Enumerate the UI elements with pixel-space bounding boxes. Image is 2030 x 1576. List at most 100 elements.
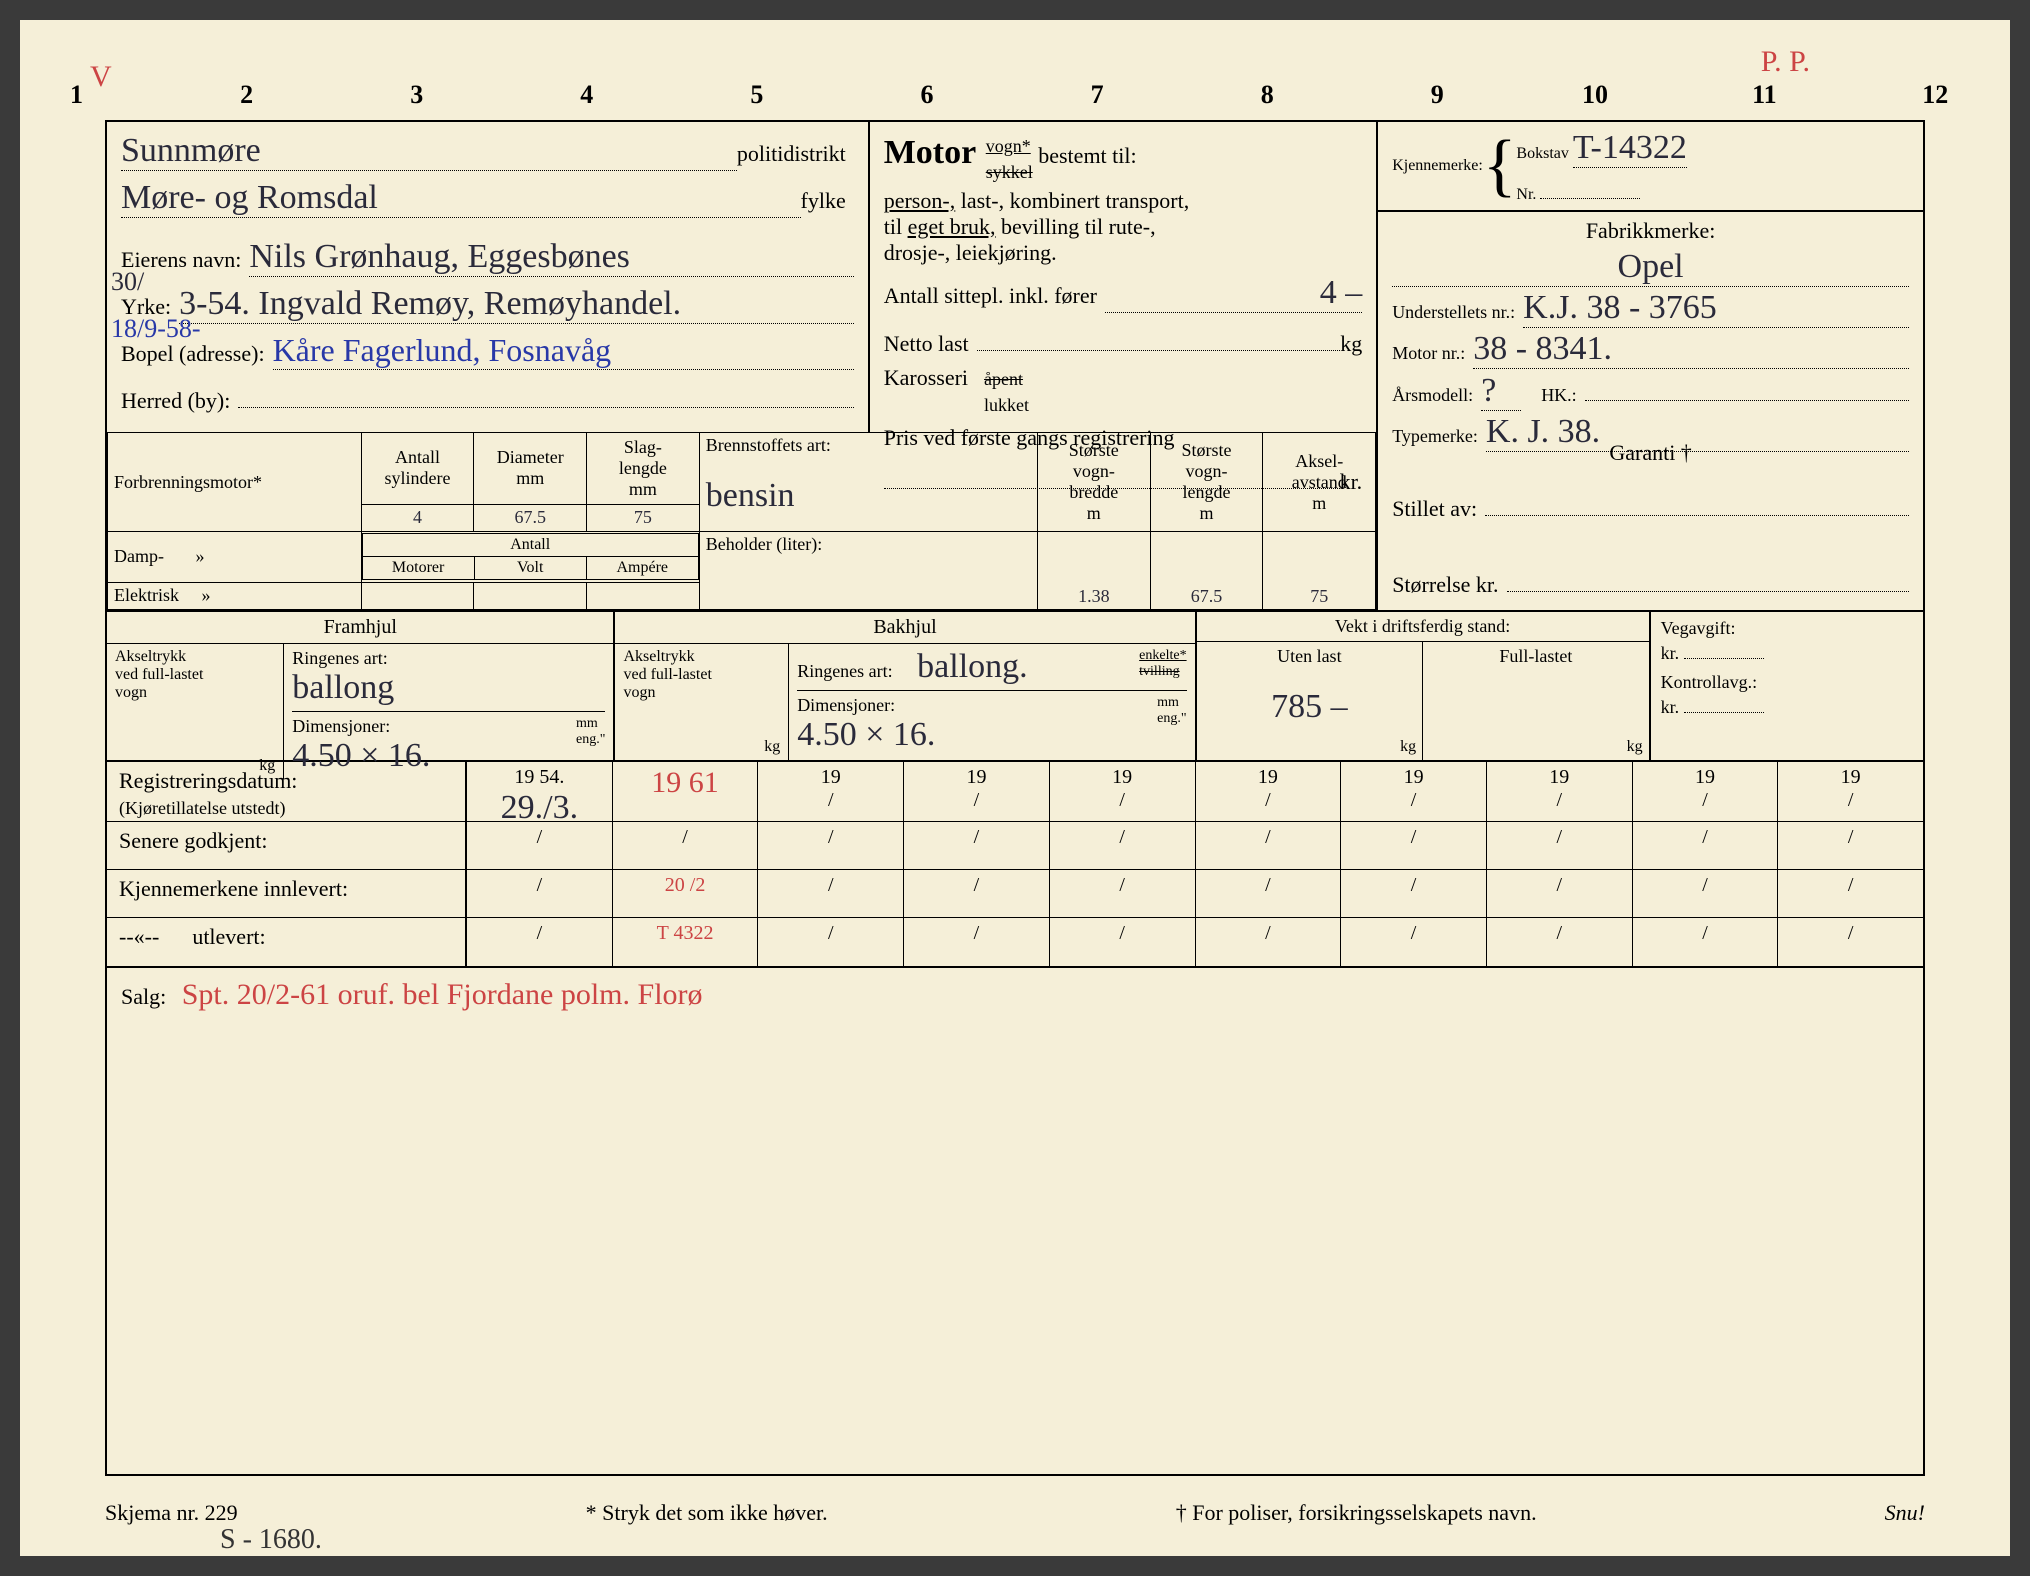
brace-icon: {: [1483, 136, 1517, 196]
netto-label: Netto last: [884, 331, 969, 357]
salg-label: Salg:: [121, 984, 166, 1009]
pp-mark: P. P.: [1761, 45, 1810, 79]
brennstoff-value: bensin: [706, 477, 795, 514]
reg-sub-label: (Kjøretillatelse utstedt): [119, 798, 285, 818]
nr-label: Nr.: [1516, 186, 1536, 203]
lengde-header: Største vogn- lengde m: [1150, 433, 1263, 532]
ringenes-bak-value: ballong.: [917, 648, 1027, 685]
bredde-header: Største vogn- bredde m: [1037, 433, 1150, 532]
bopel-prefix: 18/9-58-: [111, 314, 201, 344]
bottom-handwritten: S - 1680.: [220, 1524, 322, 1556]
bokstav-label: Bokstav: [1516, 145, 1568, 162]
motor-classification: Motor vogn* sykkel bestemt til: person-,…: [870, 122, 1378, 432]
ruler-tick: 4: [580, 80, 593, 110]
stryk-note: * Stryk det som ikke høver.: [586, 1500, 828, 1526]
garanti-block: Garanti † Stillet av: Størrelse kr.: [1378, 432, 1923, 610]
kg-bak-label: kg: [764, 738, 780, 756]
herred-value: [238, 378, 853, 408]
sylindere-value: 4: [361, 504, 474, 531]
bevilling-label: bevilling til rute-,: [996, 214, 1156, 239]
ruler-tick: 8: [1261, 80, 1274, 110]
ringenes-fram-value: ballong: [292, 669, 394, 706]
bestemt-label: bestemt til:: [1038, 143, 1136, 168]
skjema-nr: Skjema nr. 229: [105, 1500, 238, 1526]
beholder-label: Beholder (liter):: [699, 532, 1037, 610]
motorer-label: Motorer: [362, 557, 474, 580]
registration-section: Registreringsdatum: (Kjøretillatelse uts…: [107, 762, 1923, 968]
ruler: 1 2 3 4 5 6 7 8 9 10 11 12: [70, 80, 1960, 100]
ruler-tick: 11: [1752, 80, 1777, 110]
bokstav-value: T-14322: [1573, 129, 1687, 168]
eier-value: Nils Grønhaug, Eggesbønes: [249, 238, 853, 277]
diameter-value: 67.5: [474, 504, 587, 531]
framhjul-header: Framhjul: [107, 612, 613, 644]
form-card: Sunnmøre politidistrikt Møre- og Romsdal…: [105, 120, 1925, 1476]
vekt-header: Vekt i driftsferdig stand:: [1197, 612, 1649, 642]
politidistrikt-label: politidistrikt: [737, 141, 846, 167]
understell-label: Understellets nr.:: [1392, 302, 1515, 323]
kontroll-label: Kontrollavg.:: [1661, 672, 1913, 693]
volt-label: Volt: [474, 557, 586, 580]
poliser-note: † For poliser, forsikringsselskapets nav…: [1176, 1500, 1537, 1526]
diameter-header: Diameter mm: [474, 433, 587, 505]
senere-label: Senere godkjent:: [107, 822, 467, 869]
top-section: Sunnmøre politidistrikt Møre- og Romsdal…: [107, 122, 1923, 432]
brennstoff-label: Brennstoffets art:: [706, 435, 831, 455]
netto-unit: kg: [1340, 331, 1362, 357]
arsmodell-value: ?: [1481, 372, 1521, 411]
snu-note: Snu!: [1885, 1500, 1925, 1526]
bredde-value: 1.38: [1037, 532, 1150, 610]
yrke-prefix: 30/: [111, 267, 144, 297]
lengde-value: 67.5: [1150, 532, 1263, 610]
utlevert-label: utlevert:: [192, 924, 265, 949]
sylindere-header: Antall sylindere: [361, 433, 474, 505]
elektrisk-label: Elektrisk: [114, 585, 179, 605]
sittepl-value: 4 –: [1105, 274, 1362, 313]
salg-value: Spt. 20/2-61 oruf. bel Fjordane polm. Fl…: [182, 978, 703, 1011]
akseltrykk-label: Akseltrykk ved full-lastet vogn: [115, 648, 203, 701]
owner-block: Sunnmøre politidistrikt Møre- og Romsdal…: [107, 122, 870, 432]
bopel-label: Bopel (adresse):: [121, 341, 265, 367]
kjennemerke-label: Kjennemerke:: [1392, 157, 1483, 175]
fabrikk-merke: Opel: [1392, 248, 1909, 287]
yrke-value: 3-54. Ingvald Remøy, Remøyhandel.: [179, 285, 854, 324]
nr-value: [1540, 198, 1640, 199]
identification-block: Kjennemerke: { Bokstav T-14322 Nr. Fabri…: [1378, 122, 1923, 432]
ringenes-bak-label: Ringenes art:: [797, 661, 892, 681]
fylke-value: Møre- og Romsdal: [121, 179, 801, 218]
bopel-value: Kåre Fagerlund, Fosnavåg: [273, 332, 854, 370]
ruler-tick: 2: [240, 80, 253, 110]
ruler-tick: 7: [1091, 80, 1104, 110]
last-label: last-, kombinert transport,: [955, 188, 1189, 213]
dim-bak-label: Dimensjoner:: [797, 695, 895, 715]
ruler-tick: 10: [1582, 80, 1608, 110]
engine-table: Forbrenningsmotor* Antall sylindere Diam…: [107, 432, 1376, 610]
hk-label: HK.:: [1541, 385, 1577, 406]
engine-section: Forbrenningsmotor* Antall sylindere Diam…: [107, 432, 1923, 612]
akseltrykk-bak-label: Akseltrykk ved full-lastet vogn: [623, 648, 711, 701]
til-label: til: [884, 214, 908, 239]
storrelse-label: Størrelse kr.: [1392, 572, 1498, 598]
motornr-value: 38 - 8341.: [1473, 330, 1909, 369]
aksel-header: Aksel- avstand m: [1263, 433, 1376, 532]
person-label: person-,: [884, 188, 955, 213]
ampere-label: Ampére: [586, 557, 698, 580]
uten-value: 785 –: [1271, 688, 1348, 725]
lukket-label: lukket: [984, 395, 1029, 415]
fabrikk-title: Fabrikkmerke:: [1392, 218, 1909, 244]
understell-value: K.J. 38 - 3765: [1523, 289, 1909, 328]
dim-bak-value: 4.50 × 16.: [797, 716, 935, 753]
ringenes-fram-label: Ringenes art:: [292, 648, 387, 668]
full-label: Full-lastet: [1499, 646, 1572, 666]
ruler-tick: 3: [410, 80, 423, 110]
motor-title: Motor: [884, 134, 977, 171]
politidistrikt-value: Sunnmøre: [121, 132, 737, 171]
ruler-tick: 6: [921, 80, 934, 110]
forbrenning-label: Forbrenningsmotor*: [108, 433, 362, 532]
aksel-value: 75: [1263, 532, 1376, 610]
herred-label: Herred (by):: [121, 388, 230, 414]
sittepl-label: Antall sittepl. inkl. fører: [884, 283, 1097, 309]
innlevert-label: Kjennemerkene innlevert:: [107, 870, 467, 917]
motornr-label: Motor nr.:: [1392, 343, 1465, 364]
slag-value: 75: [587, 504, 700, 531]
